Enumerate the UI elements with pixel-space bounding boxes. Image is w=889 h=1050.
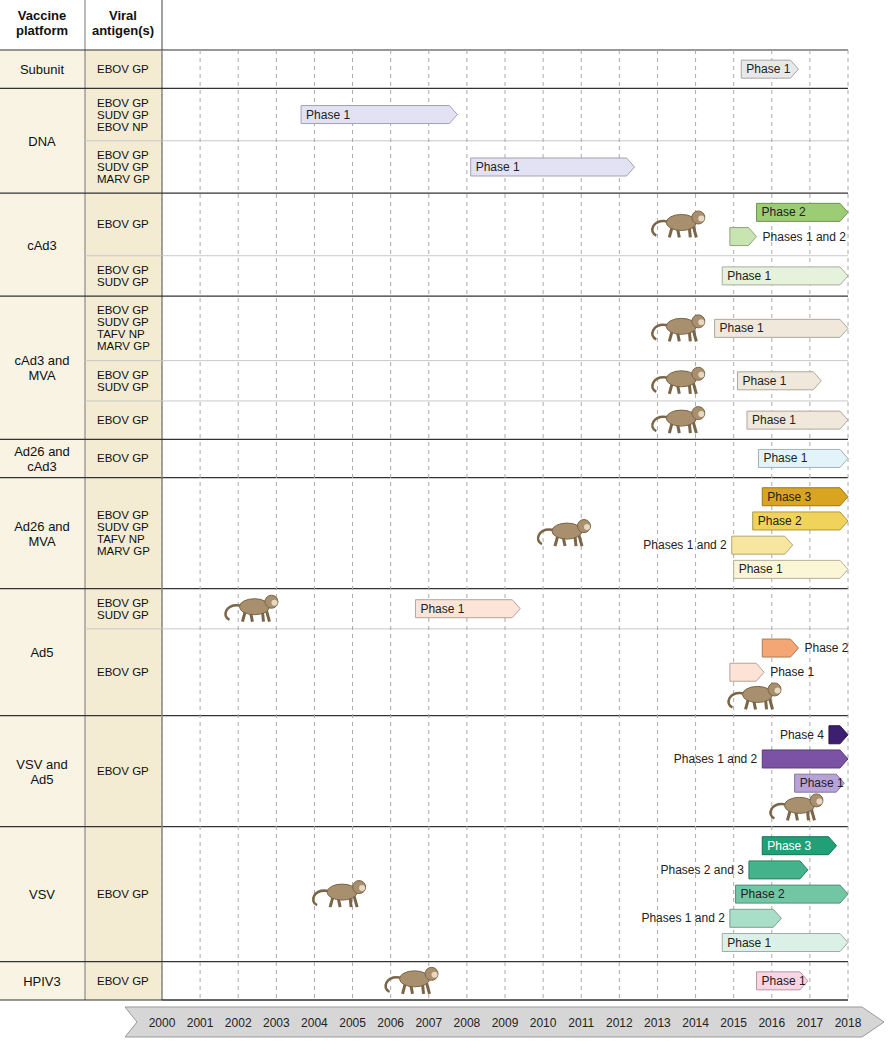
- svg-text:Phase 2: Phase 2: [758, 514, 802, 528]
- svg-text:SUDV GP: SUDV GP: [97, 381, 149, 393]
- svg-text:2008: 2008: [454, 1016, 481, 1030]
- svg-text:DNA: DNA: [28, 134, 56, 149]
- svg-text:EBOV GP: EBOV GP: [97, 369, 149, 381]
- svg-text:2002: 2002: [225, 1016, 252, 1030]
- svg-text:Phases 1 and 2: Phases 1 and 2: [674, 752, 758, 766]
- svg-text:SUDV GP: SUDV GP: [97, 109, 149, 121]
- svg-text:SUDV GP: SUDV GP: [97, 161, 149, 173]
- svg-text:2012: 2012: [606, 1016, 633, 1030]
- svg-text:EBOV GP: EBOV GP: [97, 597, 149, 609]
- svg-text:2015: 2015: [720, 1016, 747, 1030]
- svg-text:Phase 2: Phase 2: [741, 887, 785, 901]
- svg-text:EBOV GP: EBOV GP: [97, 97, 149, 109]
- svg-text:2003: 2003: [263, 1016, 290, 1030]
- svg-text:2018: 2018: [835, 1016, 862, 1030]
- svg-text:Phase 1: Phase 1: [476, 160, 520, 174]
- svg-text:VSV: VSV: [29, 887, 55, 902]
- svg-text:Ad26 and: Ad26 and: [14, 444, 70, 459]
- svg-text:2010: 2010: [530, 1016, 557, 1030]
- svg-text:Phase 1: Phase 1: [762, 974, 806, 988]
- svg-text:Phase 2: Phase 2: [804, 641, 848, 655]
- svg-text:EBOV GP: EBOV GP: [97, 264, 149, 276]
- svg-text:Ad26 and: Ad26 and: [14, 519, 70, 534]
- svg-text:2000: 2000: [149, 1016, 176, 1030]
- svg-text:EBOV GP: EBOV GP: [97, 414, 149, 426]
- svg-text:EBOV GP: EBOV GP: [97, 765, 149, 777]
- svg-text:EBOV GP: EBOV GP: [97, 509, 149, 521]
- svg-text:Phase 3: Phase 3: [767, 490, 811, 504]
- svg-text:Phase 1: Phase 1: [763, 451, 807, 465]
- svg-text:Phase 1: Phase 1: [727, 269, 771, 283]
- svg-text:Phase 1: Phase 1: [752, 413, 796, 427]
- svg-text:SUDV GP: SUDV GP: [97, 609, 149, 621]
- svg-text:Phase 1: Phase 1: [720, 321, 764, 335]
- svg-text:SUDV GP: SUDV GP: [97, 521, 149, 533]
- svg-text:Phase 1: Phase 1: [746, 62, 790, 76]
- svg-text:EBOV GP: EBOV GP: [97, 218, 149, 230]
- svg-text:Phase 2: Phase 2: [762, 205, 806, 219]
- svg-text:2009: 2009: [492, 1016, 519, 1030]
- svg-text:cAd3: cAd3: [27, 238, 57, 253]
- svg-text:MARV GP: MARV GP: [97, 173, 150, 185]
- svg-text:MARV GP: MARV GP: [97, 545, 150, 557]
- svg-text:Phase 1: Phase 1: [739, 562, 783, 576]
- svg-text:MVA: MVA: [28, 368, 56, 383]
- svg-text:Phases 1 and 2: Phases 1 and 2: [641, 911, 725, 925]
- svg-text:EBOV GP: EBOV GP: [97, 666, 149, 678]
- svg-text:2007: 2007: [415, 1016, 442, 1030]
- svg-text:2001: 2001: [187, 1016, 214, 1030]
- svg-text:Phase 1: Phase 1: [770, 665, 814, 679]
- svg-text:Phase 1: Phase 1: [420, 602, 464, 616]
- svg-text:VSV and: VSV and: [16, 757, 67, 772]
- svg-text:EBOV GP: EBOV GP: [97, 63, 149, 75]
- svg-text:MVA: MVA: [28, 534, 56, 549]
- svg-text:Phase 1: Phase 1: [800, 776, 844, 790]
- svg-text:2004: 2004: [301, 1016, 328, 1030]
- svg-text:cAd3 and: cAd3 and: [15, 353, 70, 368]
- svg-text:HPIV3: HPIV3: [23, 974, 61, 989]
- svg-text:Phase 1: Phase 1: [742, 374, 786, 388]
- svg-text:EBOV GP: EBOV GP: [97, 452, 149, 464]
- svg-text:2013: 2013: [644, 1016, 671, 1030]
- svg-text:Phases 2 and 3: Phases 2 and 3: [661, 863, 745, 877]
- svg-text:Ad5: Ad5: [30, 645, 53, 660]
- svg-text:2005: 2005: [339, 1016, 366, 1030]
- svg-text:2014: 2014: [682, 1016, 709, 1030]
- svg-text:Viral: Viral: [109, 8, 137, 23]
- svg-text:MARV GP: MARV GP: [97, 340, 150, 352]
- svg-text:Ad5: Ad5: [30, 772, 53, 787]
- svg-text:EBOV GP: EBOV GP: [97, 888, 149, 900]
- svg-text:Phase 3: Phase 3: [767, 839, 811, 853]
- svg-text:EBOV NP: EBOV NP: [97, 121, 148, 133]
- svg-text:2006: 2006: [377, 1016, 404, 1030]
- svg-text:cAd3: cAd3: [27, 459, 57, 474]
- svg-text:Phase 1: Phase 1: [727, 936, 771, 950]
- svg-text:Phase 4: Phase 4: [780, 728, 824, 742]
- svg-text:SUDV GP: SUDV GP: [97, 316, 149, 328]
- svg-text:EBOV GP: EBOV GP: [97, 304, 149, 316]
- svg-text:2011: 2011: [568, 1016, 594, 1030]
- svg-text:Phase 1: Phase 1: [306, 108, 350, 122]
- svg-text:Subunit: Subunit: [20, 62, 64, 77]
- svg-text:TAFV NP: TAFV NP: [97, 328, 145, 340]
- svg-text:EBOV GP: EBOV GP: [97, 149, 149, 161]
- svg-text:platform: platform: [16, 23, 68, 38]
- svg-text:TAFV NP: TAFV NP: [97, 533, 145, 545]
- svg-text:Vaccine: Vaccine: [18, 8, 66, 23]
- svg-text:2017: 2017: [797, 1016, 824, 1030]
- svg-text:antigen(s): antigen(s): [92, 23, 154, 38]
- svg-text:SUDV GP: SUDV GP: [97, 276, 149, 288]
- svg-text:EBOV GP: EBOV GP: [97, 975, 149, 987]
- svg-text:Phases 1 and 2: Phases 1 and 2: [643, 538, 727, 552]
- svg-text:Phases 1 and 2: Phases 1 and 2: [763, 230, 847, 244]
- svg-text:2016: 2016: [758, 1016, 785, 1030]
